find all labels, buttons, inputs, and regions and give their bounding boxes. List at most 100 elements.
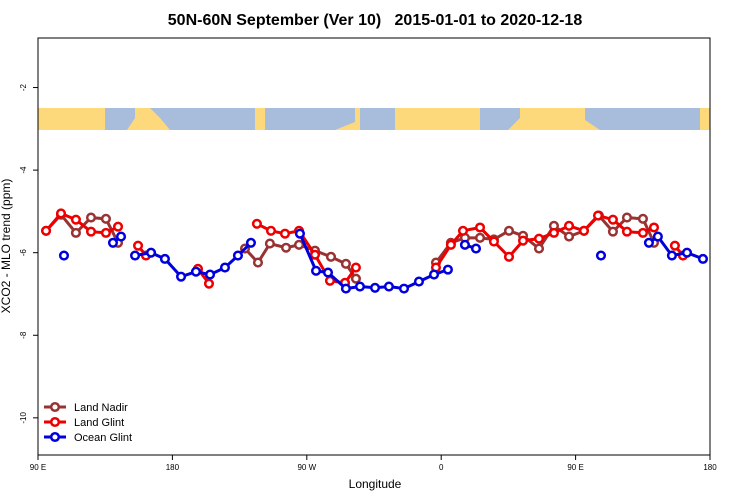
data-point [280,242,292,253]
data-point [488,236,499,247]
data-point [100,227,111,238]
data-point [309,249,321,260]
data-point [115,231,127,242]
plot-frame [37,37,711,456]
data-point [652,231,663,242]
y-tick-label: -10 [19,412,28,424]
data-point [457,225,469,236]
data-point [41,225,52,236]
data-point [245,237,256,248]
data-point [204,269,216,280]
data-point [607,214,618,225]
data-point [533,233,545,244]
data-point [176,271,187,282]
data-point [621,212,633,223]
data-point [294,228,305,239]
data-point [474,222,486,233]
data-point [112,221,124,232]
data-point [203,278,215,289]
chart-title: 50N-60N September (Ver 10) 2015-01-01 to… [168,12,583,29]
data-point [669,240,680,251]
data-point [354,281,366,292]
data-point [643,237,654,248]
x-axis-label: Longitude [349,477,402,491]
data-point [595,250,607,261]
data-point [145,247,157,258]
y-tick-label: -6 [19,249,28,257]
data-point [666,250,677,261]
data-point [503,225,515,236]
data-point [58,250,70,261]
data-point [459,239,470,250]
data-point [533,243,545,254]
data-point [85,226,97,237]
data-point [232,250,244,261]
data-point [578,225,590,236]
data-point [340,283,351,294]
x-tick-label: 90 E [567,463,583,472]
data-point [340,258,351,269]
data-point [503,251,515,262]
data-point [130,250,141,261]
data-point [517,235,529,246]
y-tick-label: -2 [19,83,28,91]
data-point [55,208,67,219]
map-band [38,108,710,130]
data-point [637,213,648,224]
data-point [325,251,337,262]
data-point [563,220,575,231]
data-point [428,269,440,280]
legend-marker [49,401,61,413]
data-point [322,267,334,278]
y-tick-label: -8 [19,331,28,339]
legend-marker [49,431,61,443]
data-point [219,262,231,273]
data-point [383,281,394,292]
data-point [607,226,618,237]
series-line [44,211,685,285]
data-point [350,273,361,284]
y-tick-label: -4 [19,166,28,174]
data-point [264,238,275,249]
x-tick-label: 90 E [30,463,46,472]
data-point [369,282,381,293]
data-point [445,239,456,250]
y-axis-label: XCO2 - MLO trend (ppm) [0,179,13,314]
data-point [85,212,97,223]
data-point [648,222,660,233]
data-point [470,243,482,254]
data-point [621,226,633,237]
data-point [563,231,575,242]
legend-label: Ocean Glint [74,432,132,444]
data-point [265,225,277,236]
data-point [311,265,322,276]
data-point [681,247,693,258]
data-point [252,257,264,268]
data-point [100,213,111,224]
data-point [190,266,202,277]
x-tick-label: 180 [703,463,717,472]
data-point [474,232,486,243]
data-point [70,214,81,225]
data-point [697,253,709,264]
data-point [592,210,604,221]
data-point [251,218,262,229]
data-point [548,227,559,238]
data-point [293,239,305,250]
data-point [159,253,170,264]
x-tick-label: 90 W [297,463,316,472]
legend-label: Land Nadir [74,402,128,414]
data-point [398,283,410,294]
data-point [107,237,119,248]
data-point [133,240,144,251]
legend-label: Land Glint [74,417,124,429]
data-point [442,264,453,275]
x-tick-label: 180 [166,463,180,472]
data-point [350,262,361,273]
data-point [70,227,81,238]
data-point [279,228,291,239]
data-point [637,227,648,238]
data-point [413,276,424,287]
x-tick-label: 0 [439,463,444,472]
